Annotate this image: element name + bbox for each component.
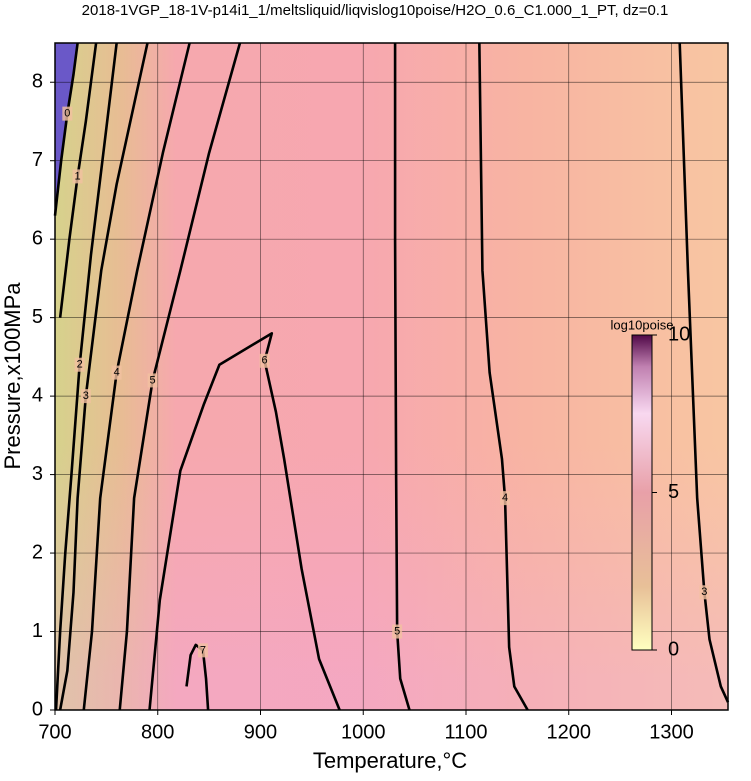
low-region — [55, 43, 78, 216]
contour-label-bg — [259, 353, 270, 368]
x-tick-label: 1100 — [444, 721, 487, 743]
contour-label: 6 — [262, 355, 268, 367]
contour-label: 5 — [394, 625, 400, 637]
contour-label-bg — [147, 373, 158, 388]
contour-label: 0 — [64, 108, 70, 120]
chart-title: 2018-1VGP_18-1V-p14i1_1/meltsliquid/liqv… — [82, 2, 669, 19]
contour-line — [478, 42, 529, 711]
colorbar-tick-label: 0 — [668, 638, 679, 660]
y-tick-label: 0 — [32, 698, 43, 720]
x-axis-label: Temperature,°C — [313, 748, 467, 773]
contour-label: 4 — [114, 366, 120, 378]
contour-label: 3 — [701, 586, 707, 598]
contour-label: 7 — [200, 644, 206, 656]
contour-label-bg — [197, 643, 208, 658]
y-axis-label: Pressure,x100MPa — [0, 282, 25, 470]
x-tick-label: 1200 — [546, 721, 591, 743]
colorbar — [631, 334, 653, 651]
contour-label-bg — [699, 585, 710, 600]
y-tick-label: 2 — [32, 541, 43, 563]
x-tick-label: 800 — [141, 721, 174, 743]
contour-label-bg — [72, 169, 83, 184]
y-tick-label: 3 — [32, 463, 43, 485]
contour-label: 2 — [77, 359, 83, 371]
y-tick-label: 5 — [32, 306, 43, 328]
contour-label: 4 — [502, 492, 508, 504]
plot-frame — [54, 42, 729, 711]
x-tick-label: 700 — [38, 721, 71, 743]
x-tick-label: 1000 — [341, 721, 386, 743]
colorbar-tick-label: 10 — [668, 323, 690, 345]
y-tick-label: 4 — [32, 384, 43, 406]
contour-line — [148, 332, 341, 711]
contour-label: 3 — [83, 390, 89, 402]
contour-label-bg — [62, 106, 73, 121]
y-tick-label: 1 — [32, 620, 43, 642]
contour-label-bg — [392, 624, 403, 639]
y-tick-label: 8 — [32, 71, 43, 93]
y-tick-label: 6 — [32, 227, 43, 249]
contour-label-bg — [74, 357, 85, 372]
contour-label-bg — [500, 491, 511, 506]
contour-line — [393, 43, 411, 711]
colorbar-tick-label: 5 — [668, 481, 679, 503]
contour-label-bg — [80, 389, 91, 404]
y-tick-label: 7 — [32, 149, 43, 171]
contour-label-bg — [111, 365, 122, 380]
contour-label: 5 — [150, 374, 156, 386]
x-tick-label: 1300 — [649, 721, 694, 743]
x-tick-label: 900 — [244, 721, 277, 743]
plot-shade — [55, 43, 728, 710]
contour-label: 1 — [75, 170, 81, 182]
contour-line — [54, 42, 118, 711]
colorbar-label: log10poise — [611, 317, 674, 332]
